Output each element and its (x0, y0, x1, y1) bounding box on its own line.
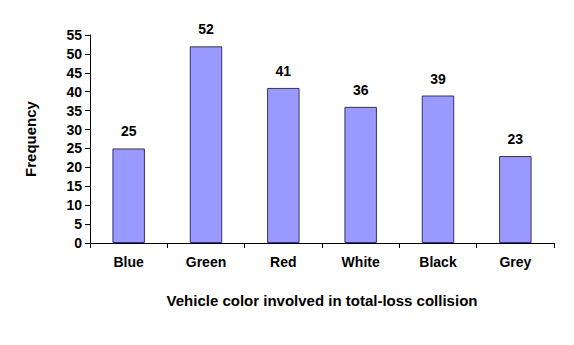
svg-text:30: 30 (66, 122, 82, 138)
svg-text:0: 0 (74, 235, 82, 251)
svg-text:10: 10 (66, 197, 82, 213)
svg-text:52: 52 (198, 21, 214, 37)
svg-text:Black: Black (419, 254, 457, 270)
svg-text:36: 36 (353, 82, 369, 98)
svg-text:White: White (342, 254, 380, 270)
svg-text:25: 25 (121, 123, 137, 139)
svg-text:Green: Green (186, 254, 226, 270)
svg-text:45: 45 (66, 65, 82, 81)
svg-text:25: 25 (66, 140, 82, 156)
svg-text:Blue: Blue (113, 254, 144, 270)
svg-text:5: 5 (74, 216, 82, 232)
svg-text:50: 50 (66, 46, 82, 62)
svg-text:23: 23 (508, 131, 524, 147)
svg-text:Grey: Grey (499, 254, 531, 270)
svg-text:55: 55 (66, 27, 82, 43)
svg-text:20: 20 (66, 159, 82, 175)
svg-text:41: 41 (276, 63, 292, 79)
svg-text:35: 35 (66, 103, 82, 119)
svg-text:40: 40 (66, 84, 82, 100)
svg-text:15: 15 (66, 178, 82, 194)
svg-text:Vehicle color involved in tota: Vehicle color involved in total-loss col… (167, 292, 478, 309)
svg-text:39: 39 (430, 71, 446, 87)
svg-text:Red: Red (270, 254, 296, 270)
svg-text:Frequency: Frequency (22, 100, 39, 177)
